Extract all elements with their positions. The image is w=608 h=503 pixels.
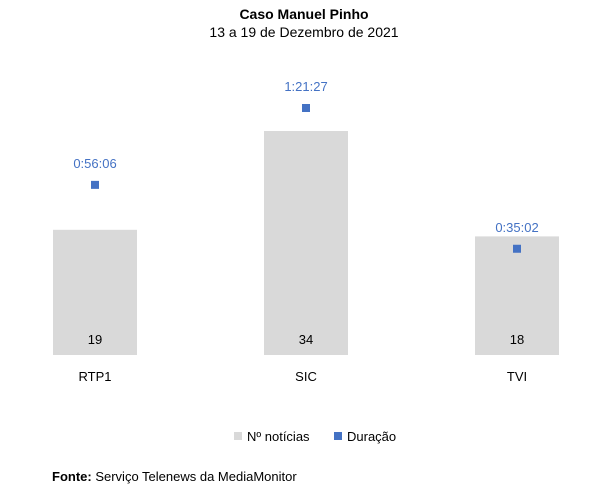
chart-title: Caso Manuel Pinho bbox=[239, 6, 369, 22]
duration-point-sic bbox=[302, 104, 310, 112]
bar-value-label: 19 bbox=[88, 332, 102, 347]
category-label: TVI bbox=[507, 369, 527, 384]
bar-sic bbox=[264, 131, 348, 355]
bar-rtp1 bbox=[53, 229, 137, 355]
duration-value-label: 0:35:02 bbox=[495, 220, 538, 235]
duration-point-rtp1 bbox=[91, 180, 99, 189]
legend-marker-duracao bbox=[334, 432, 342, 440]
source-note: Fonte: Serviço Telenews da MediaMonitor bbox=[52, 469, 297, 484]
duration-value-label: 1:21:27 bbox=[284, 79, 327, 94]
bar-value-label: 18 bbox=[510, 332, 524, 347]
legend-marker-noticias bbox=[234, 432, 242, 440]
chart-subtitle: 13 a 19 de Dezembro de 2021 bbox=[209, 24, 399, 40]
source-label: Fonte: bbox=[52, 469, 92, 484]
duration-value-label: 0:56:06 bbox=[73, 156, 116, 171]
duration-point-tvi bbox=[513, 244, 521, 253]
source-text: Serviço Telenews da MediaMonitor bbox=[91, 469, 297, 484]
legend-label-duracao: Duração bbox=[347, 429, 396, 444]
legend-label-noticias: Nº notícias bbox=[247, 429, 310, 444]
category-label: RTP1 bbox=[79, 369, 112, 384]
bar-value-label: 34 bbox=[299, 332, 313, 347]
category-label: SIC bbox=[295, 369, 317, 384]
bar-tvi bbox=[475, 236, 559, 355]
